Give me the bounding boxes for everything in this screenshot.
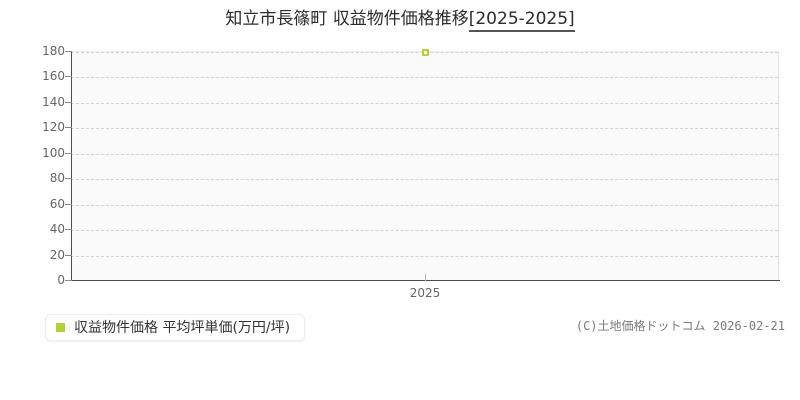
page-title: 知立市長篠町 収益物件価格推移[2025-2025] bbox=[0, 8, 800, 32]
chart-title-year-range: [2025-2025] bbox=[468, 9, 575, 32]
y-axis-tick bbox=[65, 178, 72, 180]
gridline bbox=[71, 204, 778, 206]
gridline bbox=[71, 77, 778, 79]
y-axis-tick-label: 80 bbox=[49, 171, 65, 186]
y-axis-tick-label: 40 bbox=[49, 222, 65, 237]
y-axis-tick-label: 60 bbox=[49, 196, 65, 211]
chart-title-main: 知立市長篠町 収益物件価格推移 bbox=[225, 9, 469, 29]
y-axis-line bbox=[71, 51, 72, 281]
legend[interactable]: 収益物件価格 平均坪単価(万円/坪) bbox=[45, 314, 306, 341]
data-point[interactable] bbox=[421, 48, 429, 56]
gridline bbox=[71, 153, 778, 155]
y-axis-tick-label: 180 bbox=[42, 44, 65, 58]
plot-area bbox=[71, 51, 779, 280]
x-axis-tick-label: 2025 bbox=[409, 286, 441, 300]
y-axis-tick-label: 20 bbox=[49, 247, 65, 262]
y-axis-tick bbox=[65, 203, 72, 205]
y-axis-tick bbox=[65, 76, 72, 78]
y-axis-tick bbox=[65, 229, 72, 231]
y-axis-tick bbox=[65, 101, 72, 103]
gridline bbox=[71, 255, 778, 257]
copyright-credit: (C)土地価格ドットコム 2026-02-21 bbox=[575, 319, 785, 333]
y-axis-tick bbox=[65, 127, 72, 129]
legend-item-label: 収益物件価格 平均坪単価(万円/坪) bbox=[74, 319, 291, 336]
x-axis-tick bbox=[425, 274, 426, 281]
gridline bbox=[71, 230, 778, 232]
y-axis-tick-label: 100 bbox=[42, 145, 65, 160]
gridline bbox=[71, 179, 778, 181]
y-axis-tick-label: 120 bbox=[42, 120, 65, 135]
y-axis-tick-label: 160 bbox=[42, 69, 65, 84]
gridline bbox=[71, 128, 778, 130]
y-axis-tick bbox=[65, 254, 72, 256]
y-axis-tick bbox=[65, 51, 72, 52]
gridline bbox=[71, 102, 778, 104]
y-axis-tick-label: 0 bbox=[57, 273, 65, 287]
y-axis-tick bbox=[65, 152, 72, 154]
y-axis-tick-label: 140 bbox=[42, 94, 65, 109]
legend-swatch-icon bbox=[56, 323, 65, 332]
y-axis-tick bbox=[65, 280, 72, 281]
